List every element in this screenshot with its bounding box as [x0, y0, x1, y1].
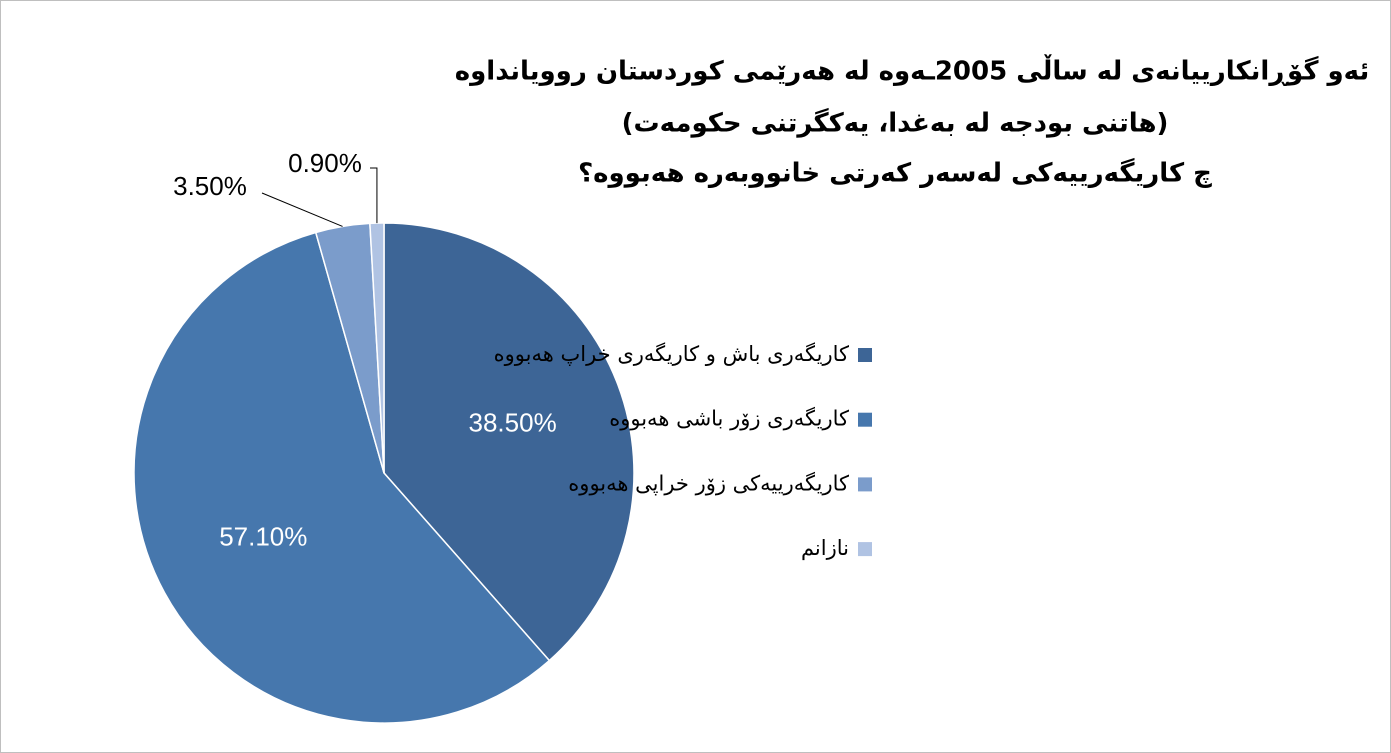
leader-line [261, 192, 343, 227]
pie-slice [369, 222, 385, 474]
chart-title: ئەو گۆڕانكارییانەی لە ساڵی 2005ـەوە لە ه… [455, 55, 1369, 87]
legend-swatch [858, 348, 872, 362]
chart-title: چ كاریگەرییەكی لەسەر كەرتی خانووبەرە هەب… [578, 158, 1212, 189]
leader-line [370, 167, 378, 224]
data-label: 57.10% [219, 522, 307, 552]
legend-swatch [858, 542, 872, 557]
legend-label: كاریگەرییەكی زۆر خراپی هەبووە [568, 471, 849, 495]
legend-swatch [858, 412, 872, 427]
legend-label: كاریگەری باش و كاریگەری خراپ هەبووە [494, 342, 849, 366]
pie-slice [133, 231, 551, 724]
legend-label: نازانم [801, 536, 849, 561]
data-label: 3.50% [173, 171, 247, 201]
pie-slice [383, 222, 635, 662]
legend-swatch [858, 477, 872, 492]
chart-title: (هاتنی بودجە لە بەغدا، یەكگرتنی حكومەت) [622, 108, 1169, 139]
legend-label: كاریگەری زۆر باشی هەبووە [609, 407, 849, 431]
data-label: 38.50% [469, 407, 557, 437]
data-label: 0.90% [288, 148, 362, 178]
